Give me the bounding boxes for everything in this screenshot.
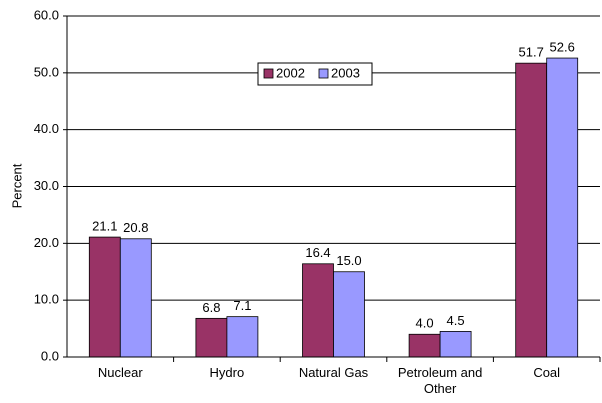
bar xyxy=(546,57,579,358)
data-label: 15.0 xyxy=(336,253,361,268)
bar xyxy=(302,263,334,358)
y-tick-label: 40.0 xyxy=(34,121,59,136)
bar xyxy=(439,331,472,358)
y-tick-label: 20.0 xyxy=(34,235,59,250)
legend-label: 2003 xyxy=(331,65,360,80)
x-tick-label: Hydro xyxy=(209,365,245,380)
y-tick-label: 30.0 xyxy=(34,178,59,193)
bar xyxy=(119,238,152,358)
x-tick-label: Nuclear xyxy=(97,365,143,380)
bar xyxy=(515,62,548,358)
y-axis-label: Percent xyxy=(9,163,24,208)
y-tick-label: 50.0 xyxy=(34,64,59,79)
data-label: 6.8 xyxy=(202,300,220,315)
legend-label: 2002 xyxy=(276,65,305,80)
bar xyxy=(195,317,228,358)
data-label: 16.4 xyxy=(305,245,330,260)
data-label: 20.8 xyxy=(123,220,148,235)
legend-box xyxy=(257,62,373,86)
bar xyxy=(88,236,121,358)
data-label: 51.7 xyxy=(519,45,544,60)
data-label: 52.6 xyxy=(550,39,575,54)
data-label: 7.1 xyxy=(233,298,251,313)
data-label: 21.1 xyxy=(92,219,117,234)
legend-swatch xyxy=(318,68,329,79)
y-tick-label: 60.0 xyxy=(34,7,59,22)
data-label: 4.5 xyxy=(447,313,465,328)
data-label: 4.0 xyxy=(416,316,434,331)
x-tick-label: Coal xyxy=(533,365,561,380)
y-tick-label: 0.0 xyxy=(41,348,59,363)
bar xyxy=(333,271,365,358)
x-tick-label: Natural Gas xyxy=(298,365,369,380)
x-tick-label: Petroleum and Other xyxy=(397,365,483,396)
bar xyxy=(408,333,441,358)
bar xyxy=(226,316,259,358)
y-tick-label: 10.0 xyxy=(34,292,59,307)
legend-swatch xyxy=(263,68,274,79)
